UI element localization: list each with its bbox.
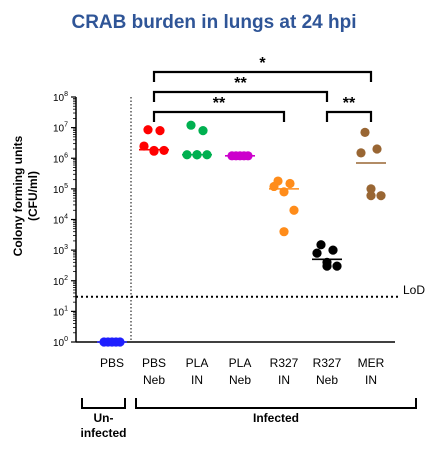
y-axis-label: Colony forming units (CFU/ml) [11, 135, 40, 256]
x-tick-label: PLA [186, 356, 209, 370]
data-point [285, 178, 295, 189]
data-point [316, 240, 326, 250]
data-point [328, 245, 338, 255]
significance-label: * [259, 55, 266, 72]
chart-title: CRAB burden in lungs at 24 hpi [71, 12, 356, 33]
significance-bracket [152, 110, 286, 122]
data-point [312, 248, 322, 258]
data-point [360, 127, 370, 137]
x-tick-label: R327 [313, 356, 342, 370]
data-point [322, 261, 332, 271]
group-label: Infected [253, 411, 299, 425]
data-point [198, 125, 208, 136]
x-tick-label: PBS [100, 356, 124, 370]
x-tick-label: R327 [270, 356, 299, 370]
y-tick-label: 102 [53, 275, 68, 288]
significance-bracket [152, 90, 329, 102]
significance-label: ** [343, 95, 356, 112]
data-point [372, 144, 382, 154]
group-label: Un- [94, 411, 114, 425]
x-tick-label: Neb [143, 373, 165, 387]
data-point [279, 227, 289, 237]
data-point [332, 261, 342, 271]
y-axis-label-line1: Colony forming units [11, 135, 25, 256]
data-point [366, 184, 376, 194]
significance-label: ** [213, 95, 226, 112]
y-tick-label: 104 [53, 214, 68, 227]
y-tick-label: 103 [53, 244, 68, 257]
group-bracket [81, 398, 126, 409]
data-point [186, 120, 196, 130]
x-tick-label: Neb [316, 373, 338, 387]
y-tick-label: 107 [53, 122, 68, 135]
group-bracket [135, 398, 417, 409]
significance-bracket [152, 70, 373, 82]
x-tick-label: IN [191, 373, 203, 387]
x-tick-label: Neb [229, 373, 251, 387]
y-tick-label: 105 [53, 183, 68, 196]
y-tick-label: 106 [53, 152, 68, 165]
x-tick-label: MER [358, 356, 385, 370]
significance-label: ** [234, 75, 247, 92]
data-point [356, 148, 366, 158]
data-point [366, 191, 376, 201]
significance-bracket [325, 110, 373, 122]
data-point [139, 141, 149, 151]
x-tick-label: PLA [229, 356, 252, 370]
data-point [289, 205, 299, 215]
data-point [149, 146, 159, 156]
data-point [143, 125, 153, 135]
y-tick-label: 108 [53, 91, 68, 104]
data-point [376, 191, 386, 201]
lod-label: LoD [403, 283, 425, 297]
data-point [155, 125, 165, 136]
x-tick-label: IN [365, 373, 377, 387]
y-tick-label: 100 [53, 336, 68, 349]
x-tick-label: IN [278, 373, 290, 387]
y-tick-label: 101 [53, 305, 68, 318]
group-label: infected [80, 426, 126, 440]
x-tick-label: PBS [142, 356, 166, 370]
y-axis-label-line2: (CFU/ml) [26, 171, 40, 221]
